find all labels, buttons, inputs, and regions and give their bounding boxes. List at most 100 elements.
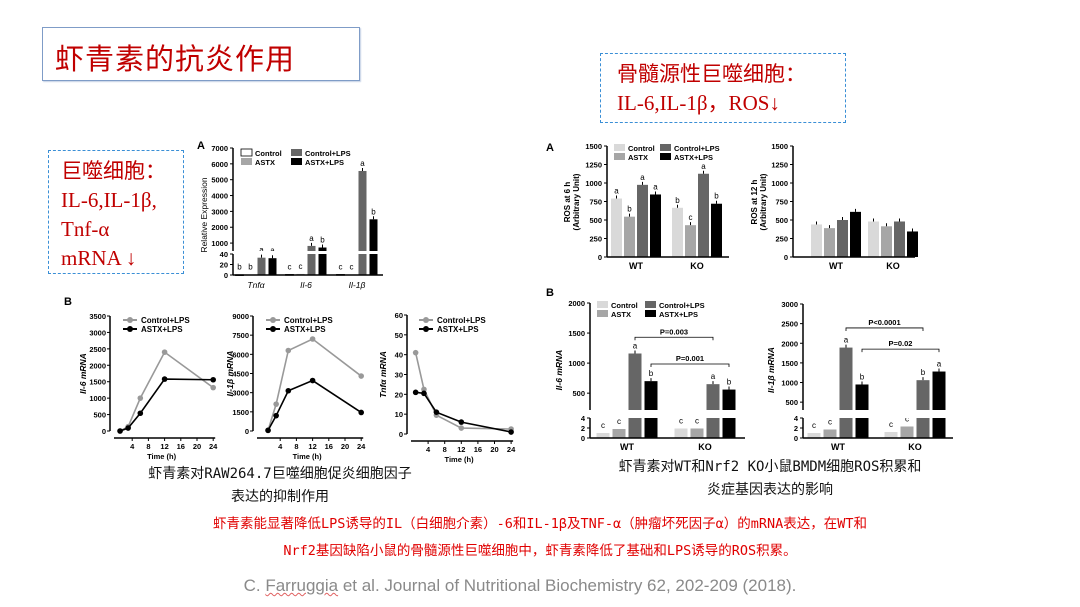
significance-letter: b [727, 378, 732, 387]
y-tick-label: 2500 [781, 320, 798, 329]
significance-letter: b [320, 236, 325, 245]
legend-label: Control+LPS [659, 301, 705, 310]
y-tick-label: 500 [93, 411, 106, 420]
significance-letter: a [701, 162, 706, 171]
bar [884, 432, 898, 438]
significance-letter: a [633, 341, 638, 350]
panel-letter: B [546, 287, 554, 299]
legend-label: Control+LPS [141, 316, 190, 325]
y-tick-label: 7000 [211, 144, 228, 153]
category-label: WT [620, 442, 634, 452]
bar [358, 170, 367, 275]
significance-letter: a [259, 246, 264, 255]
caption-line: 虾青素对RAW264.7巨噬细胞促炎细胞因子 [148, 466, 412, 482]
legend-swatch [291, 149, 302, 156]
significance-letter: c [350, 262, 354, 271]
data-point [508, 429, 514, 435]
y-tick-label: 6000 [211, 160, 228, 169]
y-tick-label: 0 [784, 253, 788, 262]
y-tick-label: 2 [581, 424, 585, 433]
significance-letter: a [309, 234, 314, 243]
y-tick-label: 2000 [781, 339, 798, 348]
data-point [137, 410, 144, 417]
significance-letter: c [339, 262, 343, 271]
y-tick-label: 2000 [568, 299, 585, 308]
y-tick-label: 1500 [89, 378, 106, 387]
y-tick-label: 10 [395, 410, 403, 419]
legend-label: ASTX [255, 158, 275, 167]
y-tick-label: 3000 [232, 389, 249, 398]
y-axis-label: Relative Expression [199, 177, 209, 252]
y-tick-label: 0 [399, 430, 403, 439]
legend-swatch [597, 301, 608, 308]
y-tick-label: 0 [224, 271, 228, 280]
legend-swatch [241, 158, 252, 165]
citation-prefix: C. [243, 576, 266, 595]
x-axis-label: Time (h) [147, 452, 177, 461]
citation: C. Farruggia et al. Journal of Nutrition… [0, 576, 1040, 596]
category-label: WT [629, 261, 643, 271]
y-axis-label: (Arbitrary Unit) [572, 173, 581, 230]
data-point [137, 395, 144, 401]
category-label: KO [886, 261, 900, 271]
series-line [119, 350, 214, 432]
significance-letter: c [689, 213, 693, 222]
legend-label: ASTX+LPS [674, 153, 713, 162]
y-tick-label: 30 [395, 371, 403, 380]
bar [611, 198, 622, 257]
significance-letter: a [614, 187, 619, 196]
series-line [267, 379, 362, 431]
significance-letter: b [237, 263, 242, 272]
legend-label: Control+LPS [437, 316, 486, 325]
y-axis-label: ROS at 6 h [563, 182, 572, 223]
significance-letter: c [288, 262, 292, 271]
note-line: IL-6,IL-1β，ROS↓ [617, 91, 780, 115]
significance-letter: c [299, 262, 303, 271]
category-label: KO [690, 261, 704, 271]
y-tick-label: 20 [220, 261, 228, 270]
data-point [161, 349, 168, 355]
series-line [415, 391, 512, 433]
y-tick-label: 1250 [771, 161, 788, 170]
bar [907, 231, 918, 257]
significance-letter: b [627, 205, 632, 214]
citation-rest: et al. Journal of Nutritional Biochemist… [338, 576, 797, 595]
bar [674, 428, 688, 438]
x-tick-label: 12 [308, 442, 316, 451]
legend-point-marker [127, 317, 133, 323]
data-point [421, 390, 427, 397]
significance-letter: c [601, 421, 605, 430]
x-tick-label: 12 [457, 445, 465, 454]
legend-swatch [597, 310, 608, 317]
y-tick-label: 1000 [781, 379, 798, 388]
significance-letter: c [889, 420, 893, 429]
data-point [309, 336, 316, 342]
x-tick-label: 4 [426, 445, 431, 454]
bar [624, 216, 635, 257]
bar [839, 347, 853, 438]
note-line: IL-6,IL-1β, [61, 188, 157, 212]
legend-label: Control [611, 301, 638, 310]
x-tick-label: 12 [160, 442, 168, 451]
data-point [161, 376, 168, 382]
note-line: 巨噬细胞： [61, 159, 166, 183]
bar [850, 211, 861, 257]
panel-letter: A [197, 140, 205, 152]
y-tick-label: 500 [775, 216, 788, 225]
y-tick-label: 1000 [211, 239, 228, 248]
y-tick-label: 5000 [211, 176, 228, 185]
bar [894, 221, 905, 257]
comparison-label: P=0.02 [889, 339, 913, 348]
y-tick-label: 20 [395, 390, 403, 399]
y-tick-label: 500 [785, 398, 798, 407]
y-axis-label: Il-1β mRNA [766, 347, 776, 393]
y-tick-label: 4500 [232, 370, 249, 379]
significance-letter: c [905, 415, 909, 424]
significance-letter: c [812, 421, 816, 430]
y-tick-label: 1500 [771, 142, 788, 151]
legend-point-marker [423, 317, 429, 323]
series-line [414, 352, 512, 430]
legend-label: Control [628, 144, 655, 153]
y-tick-label: 1000 [568, 359, 585, 368]
bar [932, 371, 946, 438]
